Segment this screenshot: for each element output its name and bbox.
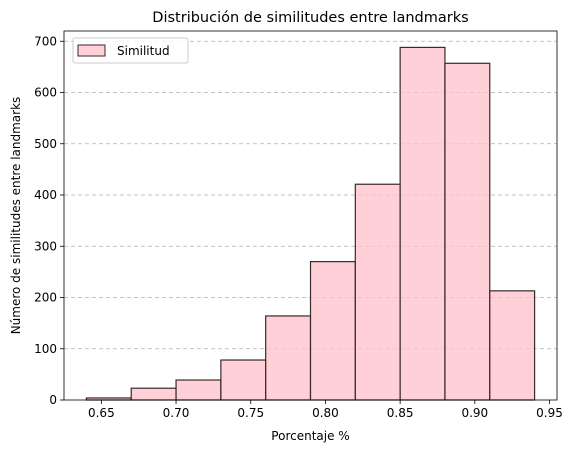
y-tick-label: 600 [34, 86, 57, 100]
histogram-bars [85, 46, 536, 401]
y-tick-label: 200 [34, 291, 57, 305]
histogram-bar [489, 290, 536, 401]
legend-swatch [77, 44, 106, 57]
y-tick-label: 500 [34, 137, 57, 151]
histogram-bar [354, 183, 401, 401]
y-tick-label: 0 [49, 393, 57, 407]
y-tick-label: 700 [34, 34, 57, 48]
legend: Similitud [72, 37, 189, 64]
histogram-bar [265, 315, 312, 401]
plot-frame [63, 30, 558, 401]
x-tick-label: 0.95 [536, 406, 563, 420]
chart-title: Distribución de similitudes entre landma… [152, 10, 468, 26]
y-axis-label: Número de similitudes entre landmarks [9, 97, 23, 335]
histogram-bar [130, 387, 177, 401]
histogram-bar [220, 359, 267, 401]
histogram-bar [309, 261, 356, 401]
y-tick-label: 300 [34, 239, 57, 253]
x-tick-label: 0.65 [88, 406, 115, 420]
legend-box [72, 37, 189, 64]
legend-label: Similitud [117, 44, 170, 58]
x-tick-label: 0.85 [387, 406, 414, 420]
y-tick-label: 400 [34, 188, 57, 202]
histogram-bar [399, 46, 446, 401]
x-tick-label: 0.90 [461, 406, 488, 420]
histogram-bar [444, 62, 491, 401]
x-axis-label: Porcentaje % [271, 429, 349, 443]
y-axis-ticks: 0 100 200 300 400 500 600 700 [34, 34, 64, 407]
x-tick-label: 0.80 [312, 406, 339, 420]
x-axis-ticks: 0.65 0.70 0.75 0.80 0.85 0.90 0.95 [88, 400, 563, 420]
x-tick-label: 0.75 [237, 406, 264, 420]
x-tick-label: 0.70 [163, 406, 190, 420]
y-tick-label: 100 [34, 342, 57, 356]
histogram-bar [175, 379, 222, 401]
